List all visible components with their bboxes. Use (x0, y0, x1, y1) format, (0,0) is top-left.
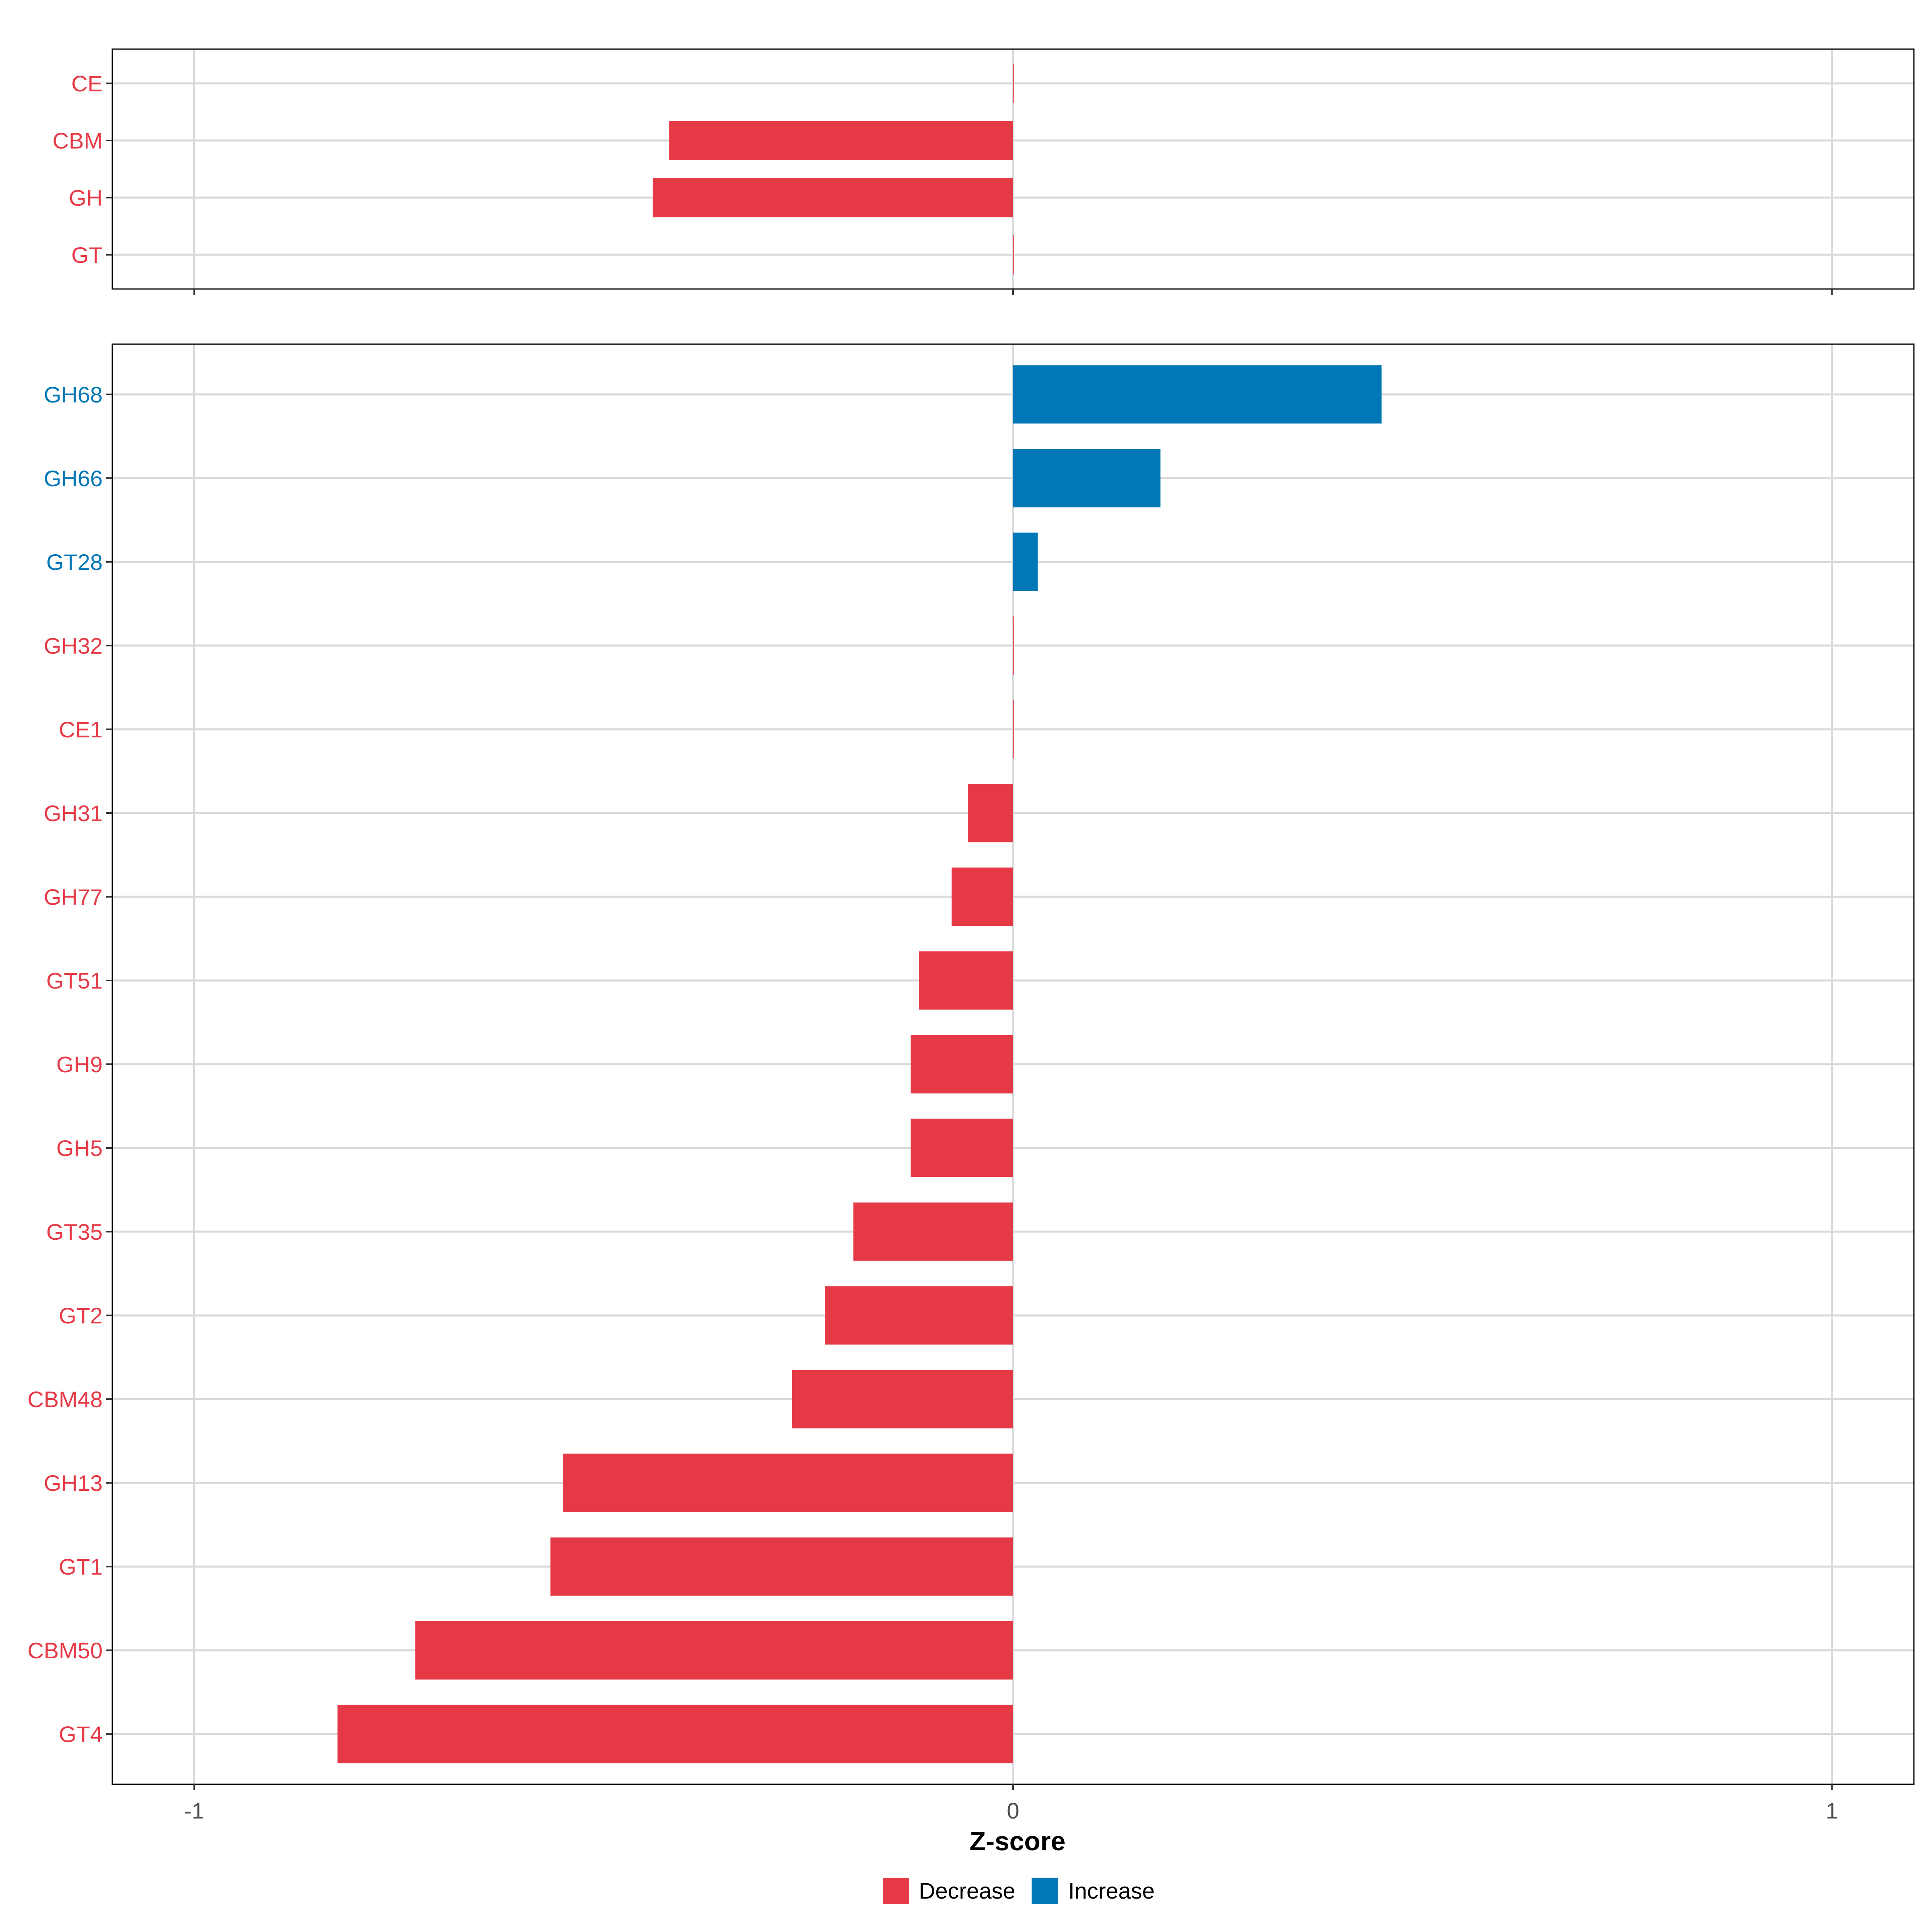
y-tick-label-gh68: GH68 (44, 382, 103, 407)
bar-gt1 (550, 1537, 1013, 1596)
bar-gt51 (919, 951, 1013, 1010)
y-tick-label-gt2: GT2 (59, 1303, 103, 1328)
y-tick-label-cbm: CBM (53, 128, 103, 153)
y-tick-label-cbm48: CBM48 (27, 1387, 103, 1412)
x-axis-title: Z-score (970, 1826, 1065, 1856)
y-tick-label-gt28: GT28 (46, 549, 103, 575)
y-tick-label-gt35: GT35 (46, 1219, 103, 1245)
bar-ce (1013, 64, 1014, 103)
bar-gt35 (853, 1202, 1013, 1261)
bar-gh13 (563, 1453, 1013, 1512)
panel-class-level: CE CBM GH GT (53, 48, 1915, 295)
y-tick-label-ce: CE (71, 71, 103, 96)
bar-ce1 (1013, 700, 1014, 759)
y-tick-label-gh5: GH5 (56, 1135, 103, 1161)
y-tick-label-cbm50: CBM50 (27, 1638, 103, 1663)
bar-gh (652, 178, 1013, 217)
y-tick-label-gh66: GH66 (44, 466, 103, 491)
x-tick-label-0: -1 (184, 1798, 204, 1823)
y-tick-label-gh31: GH31 (44, 801, 103, 826)
bar-cbm50 (415, 1621, 1013, 1680)
bar-gt4 (337, 1705, 1013, 1763)
y-tick-label-gh77: GH77 (44, 884, 103, 910)
x-axis: -1 0 1 (184, 1798, 1839, 1823)
y-tick-label-gt51: GT51 (46, 968, 103, 993)
y-tick-label-gh13: GH13 (44, 1470, 103, 1496)
bar-gh9 (910, 1035, 1013, 1094)
legend-label-increase: Increase (1068, 1878, 1155, 1903)
bar-gh77 (952, 867, 1013, 926)
legend: Decrease Increase (883, 1878, 1155, 1904)
x-tick-label-2: 1 (1826, 1798, 1838, 1823)
y-tick-label-gt1: GT1 (59, 1554, 103, 1579)
panel-family-level: GH68 GH66 GT28 GH32 CE1 GH31 GH77 GT51 GH9 GH5 GT3… (27, 343, 1915, 1790)
legend-swatch-increase (1032, 1878, 1058, 1904)
bar-gh31 (968, 784, 1013, 842)
y-tick-label-gh9: GH9 (56, 1052, 103, 1077)
x-tick-label-1: 0 (1007, 1798, 1019, 1823)
y-tick-label-gt: GT (71, 242, 103, 268)
bar-gh5 (910, 1119, 1013, 1177)
bar-gt (1013, 235, 1014, 275)
bar-gh66 (1013, 449, 1161, 508)
bar-cbm48 (792, 1370, 1013, 1428)
y-tick-label-gh32: GH32 (44, 633, 103, 658)
bar-gh32 (1013, 616, 1014, 675)
y-tick-label-gt4: GT4 (59, 1721, 103, 1747)
legend-label-decrease: Decrease (919, 1878, 1016, 1903)
bar-gh68 (1013, 365, 1382, 424)
y-tick-label-ce1: CE1 (59, 717, 103, 742)
y-tick-label-gh: GH (69, 185, 103, 211)
bar-gt28 (1013, 533, 1038, 591)
bar-gt2 (825, 1286, 1013, 1345)
bar-cbm (669, 121, 1013, 161)
legend-swatch-decrease (883, 1878, 909, 1904)
